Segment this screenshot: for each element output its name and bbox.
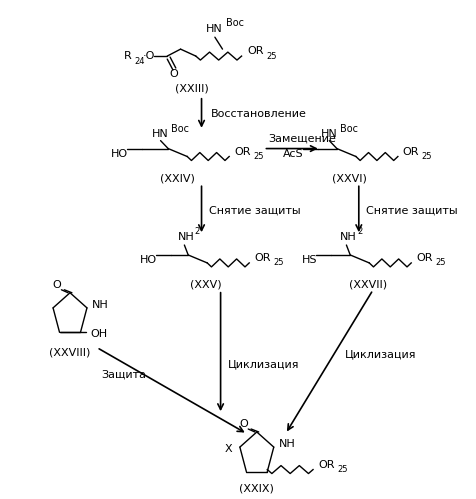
Text: Защита: Защита [101,369,147,379]
Text: HS: HS [302,255,317,265]
Text: Циклизация: Циклизация [228,359,300,369]
Text: HO: HO [111,149,128,159]
Text: AcS: AcS [283,149,303,159]
Text: X: X [225,444,232,454]
Text: 25: 25 [435,258,446,267]
Text: Снятие защиты: Снятие защиты [367,205,458,215]
Text: Восстановление: Восстановление [211,109,307,119]
Text: 24: 24 [135,56,145,65]
Text: Boc: Boc [340,124,358,134]
Text: NH: NH [278,439,295,449]
Text: NH: NH [92,300,109,310]
Text: (XXIX): (XXIX) [239,484,274,494]
Text: NH: NH [178,232,195,242]
Text: OR: OR [416,253,433,263]
Text: 2: 2 [357,227,362,236]
Text: Замещение: Замещение [268,134,336,144]
Text: OR: OR [234,147,250,157]
Text: Boc: Boc [226,18,244,28]
Text: 2: 2 [195,227,200,236]
Text: Циклизация: Циклизация [345,349,416,359]
Text: OR: OR [254,253,270,263]
Text: (XXVII): (XXVII) [349,280,387,290]
Text: ·O: ·O [142,51,155,61]
Text: HO: HO [139,255,157,265]
Text: OH: OH [90,329,107,339]
Text: (XXVIII): (XXVIII) [50,347,91,357]
Text: 25: 25 [422,152,432,161]
Text: NH: NH [340,232,357,242]
Text: (XXIII): (XXIII) [175,84,209,94]
Text: O: O [239,419,248,429]
Text: 25: 25 [253,152,264,161]
Text: 25: 25 [338,465,348,474]
Text: 25: 25 [273,258,284,267]
Text: (XXIV): (XXIV) [160,173,195,184]
Text: R: R [123,51,131,61]
Text: Снятие защиты: Снятие защиты [209,205,301,215]
Text: OR: OR [319,460,335,470]
Text: OR: OR [403,147,419,157]
Text: Boc: Boc [171,124,189,134]
Text: O: O [52,280,61,290]
Text: (XXVI): (XXVI) [332,173,367,184]
Text: 25: 25 [267,51,277,60]
Text: (XXV): (XXV) [190,280,222,290]
Text: O: O [169,69,178,79]
Text: HN: HN [152,129,169,139]
Text: OR: OR [248,46,264,56]
Text: HN: HN [206,24,223,34]
Text: HN: HN [321,129,337,139]
